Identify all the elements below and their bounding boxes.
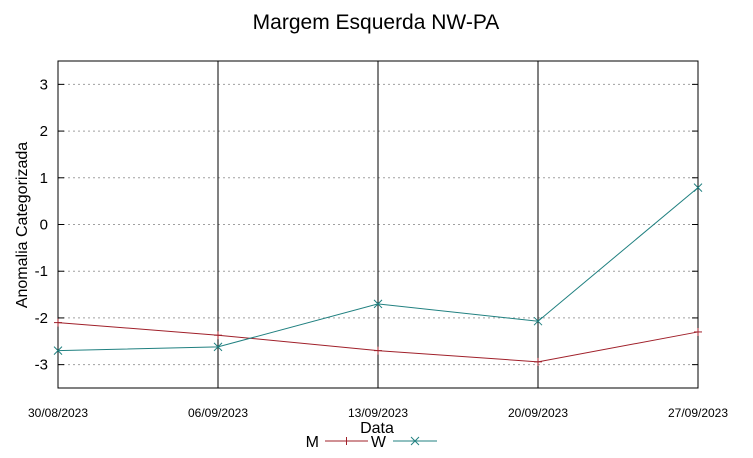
y-tick-label: 3: [40, 76, 48, 93]
data-point-W: [373, 299, 383, 309]
data-point-W: [693, 183, 703, 192]
legend-marker-W: [410, 436, 420, 446]
data-point-W: [53, 346, 63, 355]
data-point-W: [533, 316, 543, 326]
data-point-M: [534, 357, 542, 366]
y-tick-label: 0: [40, 217, 48, 234]
x-axis-title: Data: [360, 420, 394, 437]
data-point-M: [374, 346, 382, 355]
grid-lines: [58, 61, 698, 388]
legend-label-W: W: [371, 434, 387, 451]
x-tick-label: 20/09/2023: [508, 406, 568, 420]
data-point-M: [214, 331, 222, 340]
y-ticks: -3 -2 -1 0 1 2 3: [35, 76, 698, 374]
data-point-W: [213, 342, 223, 352]
data-point-M: [54, 318, 62, 327]
x-ticks: 30/08/2023 06/09/2023 13/09/2023 20/09/2023…: [28, 382, 728, 420]
y-axis-title: Anomalia Categorizada: [14, 142, 31, 308]
y-tick-label: -2: [35, 310, 48, 327]
legend-label-M: M: [306, 434, 319, 451]
chart-title: Margem Esquerda NW-PA: [253, 11, 500, 34]
legend-marker-M: [342, 437, 351, 445]
x-tick-label: 06/09/2023: [188, 406, 248, 420]
series-layer: [53, 183, 703, 366]
y-tick-label: -3: [35, 357, 48, 374]
y-tick-label: -1: [35, 263, 48, 280]
x-tick-label: 30/08/2023: [28, 406, 88, 420]
y-tick-label: 2: [40, 123, 48, 140]
y-tick-label: 1: [40, 170, 48, 187]
x-tick-label: 13/09/2023: [348, 406, 408, 420]
data-point-M: [694, 327, 702, 336]
x-tick-label: 27/09/2023: [668, 406, 728, 420]
